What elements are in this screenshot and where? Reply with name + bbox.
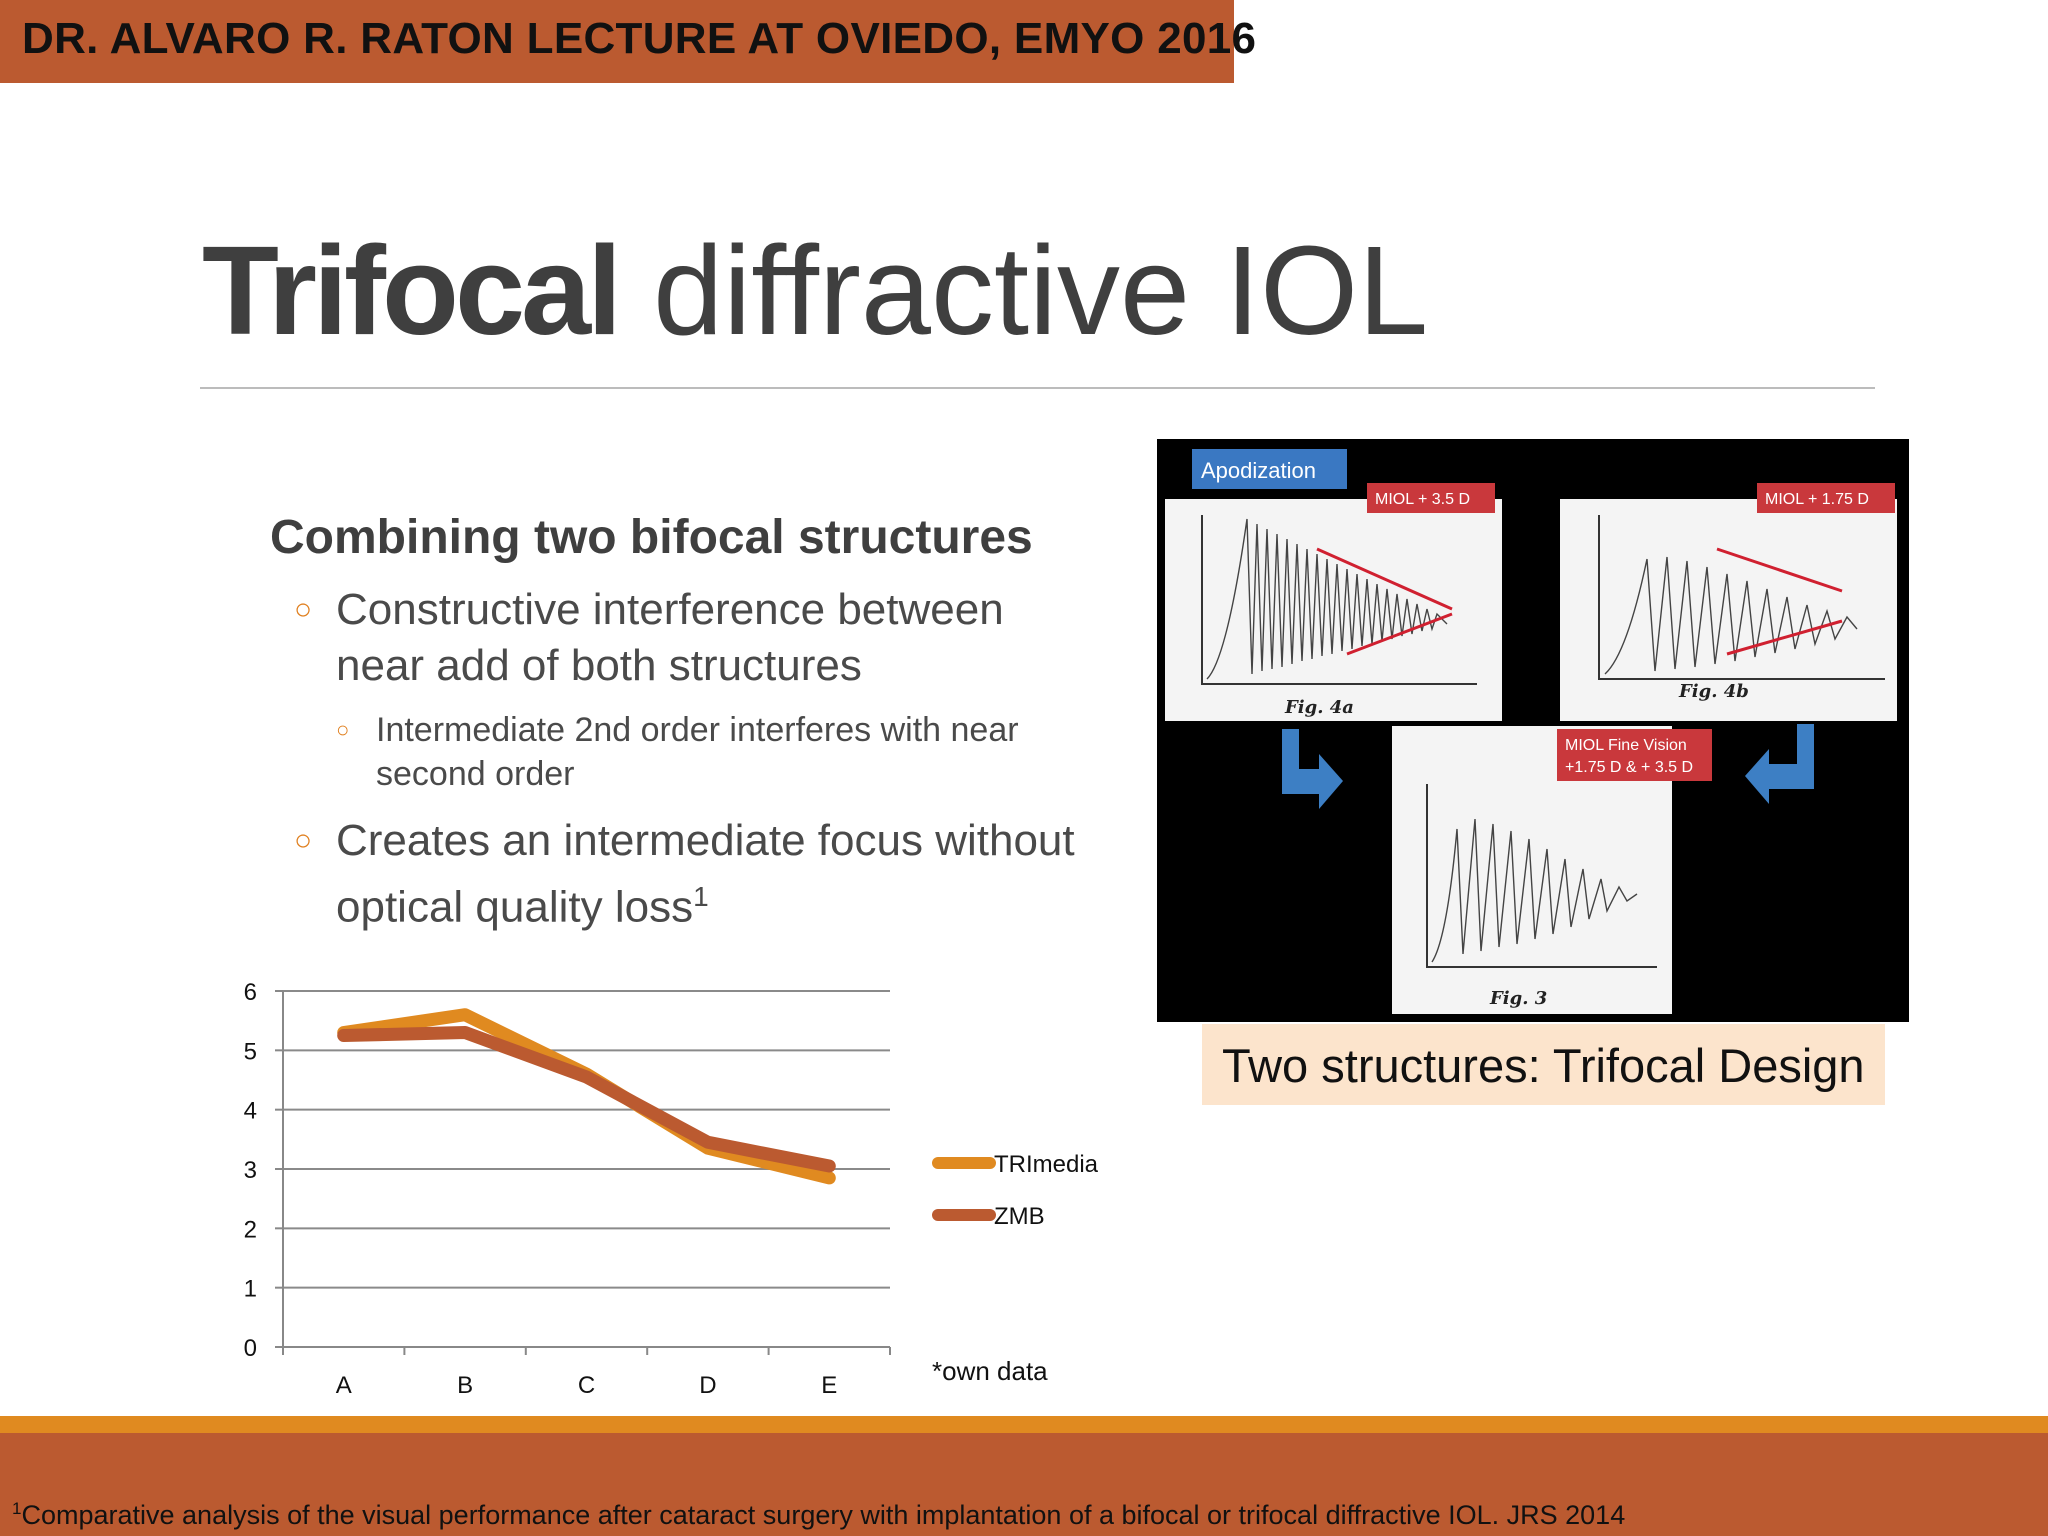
data-point <box>341 1033 346 1038</box>
title-rest: diffractive IOL <box>618 220 1429 361</box>
series-line-zmb <box>337 1026 836 1173</box>
chart-legend: TRImedia ZMB <box>932 1151 1099 1230</box>
fig4b-badge-bg <box>1757 483 1895 513</box>
bullet-1: ○ Constructive interference between near… <box>294 582 1096 694</box>
sub-bullet-circle-icon: ○ <box>336 717 350 742</box>
data-point <box>705 1140 710 1145</box>
fig4b-arrow-lower <box>1726 619 1843 656</box>
data-point <box>463 1030 468 1035</box>
apodization-label-bg <box>1192 449 1347 489</box>
footer-stripe <box>0 1416 2048 1433</box>
y-tick-label: 5 <box>244 1038 257 1065</box>
fig3-label: Fig. 3 <box>1489 988 1547 1009</box>
fig4a-arrow-lower <box>1346 612 1453 656</box>
x-tick-label: A <box>336 1372 352 1399</box>
apodization-label: Apodization <box>1201 458 1316 483</box>
arrow-right-icon <box>1282 729 1343 809</box>
diffraction-figure-graphic: Apodization MIOL + 3.5 D Fig. 4a MIOL + … <box>1165 449 1897 1014</box>
y-tick-label: 3 <box>244 1157 257 1184</box>
fig4a-label: Fig. 4a <box>1284 697 1354 718</box>
bullet-2-text: Creates an intermediate focus without op… <box>336 816 1075 932</box>
x-tick-label: E <box>821 1372 837 1399</box>
data-point <box>584 1075 589 1080</box>
fig3-badge-bg <box>1557 729 1712 781</box>
x-axis-ticks: A B C D E <box>336 1372 838 1399</box>
fig4b-panel <box>1560 499 1897 721</box>
line-chart: 0 1 2 3 4 5 6 A B C D E TRImedia ZMB <box>244 979 1099 1399</box>
fig3-badge-line2: +1.75 D & + 3.5 D <box>1565 759 1693 776</box>
fig4b-axes <box>1598 515 1885 680</box>
header-bar: DR. ALVARO R. RATON LECTURE AT OVIEDO, E… <box>0 0 1256 83</box>
fig3-axes <box>1426 784 1657 968</box>
legend-label: TRImedia <box>994 1151 1099 1178</box>
footnote-text: Comparative analysis of the visual perfo… <box>21 1500 1626 1530</box>
sub-bullet-1: ○ Intermediate 2nd order interferes with… <box>336 708 1116 796</box>
x-tick-label: B <box>457 1372 473 1399</box>
data-point <box>463 1012 468 1017</box>
fig4a-badge-bg <box>1367 483 1495 513</box>
bullet-2: ○ Creates an intermediate focus without … <box>294 813 1096 936</box>
y-axis-ticks: 0 1 2 3 4 5 6 <box>244 979 257 1362</box>
chart-series <box>337 1008 836 1185</box>
x-tick-label: D <box>699 1372 716 1399</box>
figure-caption: Two structures: Trifocal Design <box>1202 1024 1885 1105</box>
fig4a-waveform <box>1206 518 1448 680</box>
footer-bar <box>0 1433 2048 1536</box>
content-heading: Combining two bifocal structures <box>270 511 1033 564</box>
fig3-waveform <box>1431 818 1638 963</box>
fig4b-badge: MIOL + 1.75 D <box>1765 491 1869 508</box>
footnote: 1Comparative analysis of the visual perf… <box>12 1499 1625 1531</box>
slide-title: Trifocal diffractive IOL <box>202 220 1429 361</box>
legend-label: ZMB <box>994 1203 1045 1230</box>
y-tick-label: 2 <box>244 1216 257 1243</box>
fig4a-axes <box>1201 515 1477 685</box>
fig4a-arrow-upper <box>1316 547 1453 611</box>
footnote-superscript: 1 <box>12 1499 22 1518</box>
caption-text: Two structures: Trifocal Design <box>1222 1039 1865 1092</box>
title-divider <box>200 387 1875 389</box>
y-tick-label: 4 <box>244 1098 257 1125</box>
bullet-circle-icon: ○ <box>294 593 313 626</box>
y-tick-label: 6 <box>244 979 257 1006</box>
header-text: DR. ALVARO R. RATON LECTURE AT OVIEDO, E… <box>22 14 1257 63</box>
sub-bullet-1-text: Intermediate 2nd order interferes with n… <box>376 711 1019 793</box>
fig4b-waveform <box>1604 556 1858 675</box>
diffraction-figure: Apodization MIOL + 3.5 D Fig. 4a MIOL + … <box>1157 439 1909 1022</box>
data-point <box>827 1164 832 1169</box>
data-point <box>827 1175 832 1180</box>
x-tick-label: C <box>578 1372 595 1399</box>
title-bold: Trifocal <box>202 220 622 361</box>
fig4b-label: Fig. 4b <box>1678 681 1749 702</box>
arrow-left-icon <box>1745 724 1814 804</box>
fig4a-badge: MIOL + 3.5 D <box>1375 491 1470 508</box>
own-data-note: *own data <box>932 1356 1048 1386</box>
bullet-circle-icon: ○ <box>294 824 313 857</box>
fig3-badge-line1: MIOL Fine Vision <box>1565 737 1687 754</box>
y-tick-label: 0 <box>244 1335 257 1362</box>
fig4b-arrow-upper <box>1716 547 1843 593</box>
y-tick-label: 1 <box>244 1276 257 1303</box>
bullet-2-superscript: 1 <box>693 881 709 912</box>
bullet-1-text: Constructive interference between near a… <box>336 585 1004 690</box>
